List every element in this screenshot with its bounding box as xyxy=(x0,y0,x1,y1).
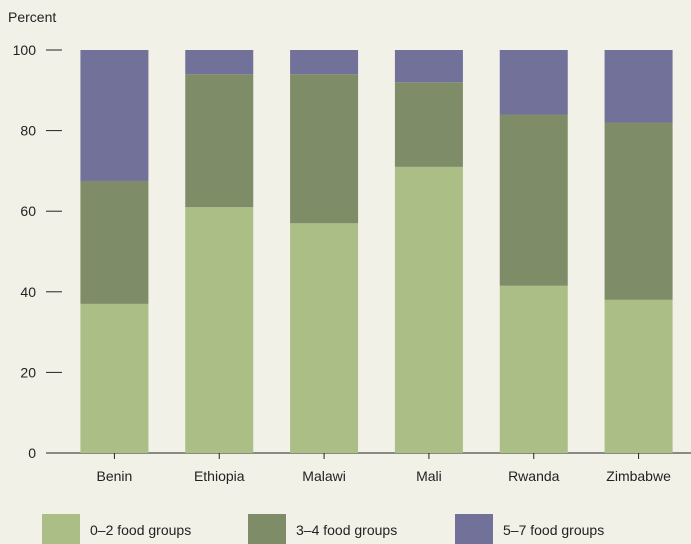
bar-segment-malawi-3 xyxy=(290,50,359,75)
y-tick-label: 0 xyxy=(28,445,36,461)
x-tick-label: Ethiopia xyxy=(194,468,245,484)
bar-segment-ethiopia-1 xyxy=(185,207,254,453)
bar-segment-malawi-1 xyxy=(290,223,359,453)
bar-segment-benin-3 xyxy=(80,50,149,181)
bar-segment-benin-1 xyxy=(80,303,149,453)
bar-segment-mali-3 xyxy=(394,50,463,83)
bar-segment-ethiopia-2 xyxy=(185,74,254,208)
y-tick-label: 40 xyxy=(20,284,36,300)
legend: 0–2 food groups 3–4 food groups 5–7 food g… xyxy=(42,514,604,544)
x-tick-label: Benin xyxy=(97,468,133,484)
legend-swatch xyxy=(248,514,286,544)
bar-segment-mali-1 xyxy=(394,166,463,453)
bar-segment-zimbabwe-1 xyxy=(604,299,673,453)
y-tick-label: 20 xyxy=(20,364,36,380)
bar-segment-zimbabwe-2 xyxy=(604,122,673,300)
x-tick-label: Rwanda xyxy=(508,468,560,484)
bar-segment-rwanda-1 xyxy=(499,285,568,453)
bar-segment-ethiopia-3 xyxy=(185,50,254,75)
legend-swatch xyxy=(455,514,493,544)
legend-label: 3–4 food groups xyxy=(296,522,397,538)
bar-segment-benin-2 xyxy=(80,180,149,304)
legend-label: 5–7 food groups xyxy=(503,522,604,538)
bar-segment-rwanda-3 xyxy=(499,50,568,115)
y-tick-label: 60 xyxy=(20,203,36,219)
y-tick-label: 100 xyxy=(13,42,37,58)
y-axis: 0 20 40 60 80 100 xyxy=(13,42,62,461)
bar-segment-mali-2 xyxy=(394,82,463,167)
y-tick-label: 80 xyxy=(20,123,36,139)
x-tick-label: Malawi xyxy=(302,468,346,484)
x-tick-label: Mali xyxy=(416,468,442,484)
legend-swatch xyxy=(42,514,80,544)
y-axis-label: Percent xyxy=(8,9,56,25)
bar-segment-zimbabwe-3 xyxy=(604,50,673,123)
bar-segment-malawi-2 xyxy=(290,74,359,224)
bars-group xyxy=(80,50,673,453)
legend-label: 0–2 food groups xyxy=(90,522,191,538)
x-axis: Benin Ethiopia Malawi Mali Rwanda Zimbabwe xyxy=(46,452,691,484)
x-tick-label: Zimbabwe xyxy=(606,468,671,484)
bar-segment-rwanda-2 xyxy=(499,114,568,286)
